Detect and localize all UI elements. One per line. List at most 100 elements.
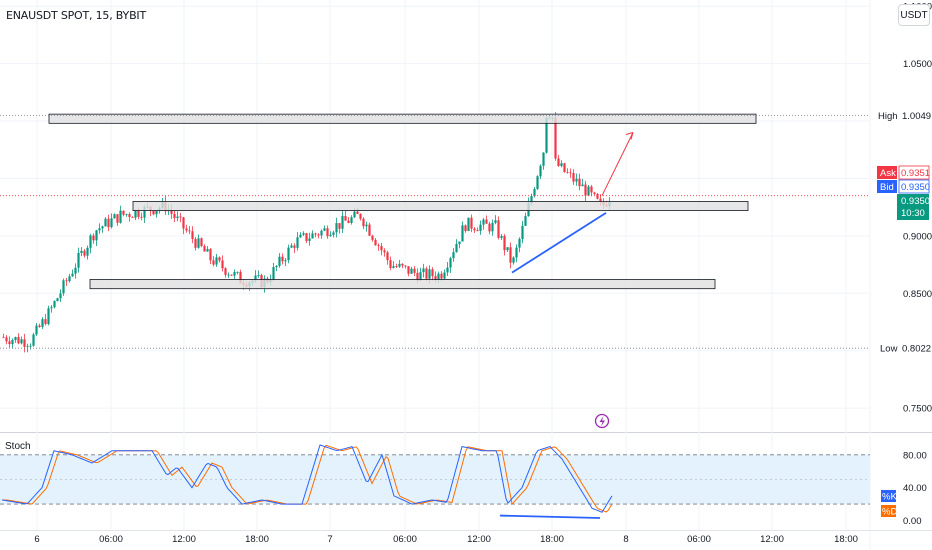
candle-body	[515, 247, 518, 258]
time-tick-label: 12:00	[760, 534, 784, 545]
candle-body	[389, 260, 392, 268]
candle-body	[470, 217, 473, 229]
candle-body	[404, 265, 407, 267]
bid-value: 0.9350	[901, 182, 930, 193]
candle-body	[425, 268, 428, 279]
sr-zone	[89, 279, 716, 290]
chart-title: ENAUSDT SPOT, 15, BYBIT	[6, 9, 146, 22]
candle-body	[83, 250, 86, 256]
candle-body	[185, 228, 188, 231]
candle-body	[182, 217, 185, 229]
candle-body	[278, 256, 281, 266]
candle-body	[434, 276, 437, 280]
ask-value-bg	[898, 165, 930, 180]
candle-body	[86, 247, 89, 256]
stoch-tick-label: 40.00	[903, 483, 927, 494]
d-tag-bg	[881, 505, 896, 517]
candle-body	[98, 228, 101, 231]
candle-body	[143, 207, 146, 218]
candle-body	[311, 233, 314, 239]
candle-body	[542, 152, 545, 166]
candle-body	[590, 186, 593, 193]
candle-body	[419, 272, 422, 281]
candle-body	[224, 268, 227, 275]
trendline	[511, 212, 607, 274]
candle-body	[512, 257, 515, 263]
candle-body	[116, 214, 119, 223]
candle-body	[440, 273, 443, 279]
time-tick-label: 12:00	[467, 534, 491, 545]
candle-body	[35, 325, 38, 335]
candle-body	[209, 249, 212, 261]
candle-body	[347, 220, 350, 223]
candle-body	[308, 238, 311, 241]
candle-body	[539, 165, 542, 177]
candle-body	[536, 176, 539, 190]
candle-body	[356, 211, 359, 214]
candle-body	[335, 223, 338, 233]
candle-body	[92, 235, 95, 241]
candle-body	[140, 216, 143, 218]
candle-body	[584, 184, 587, 196]
candle-body	[383, 250, 386, 253]
time-tick-label: 8	[623, 534, 628, 545]
candle-body	[593, 192, 596, 194]
candle-body	[581, 184, 584, 187]
projection-arrow	[601, 132, 634, 196]
candle-body	[89, 235, 92, 248]
candle-body	[563, 163, 566, 172]
candle-body	[503, 235, 506, 251]
candle-body	[323, 228, 326, 231]
ask-tag-bg	[877, 166, 897, 179]
candle-body	[152, 211, 155, 215]
candle-body	[221, 260, 224, 269]
candle-body	[137, 210, 140, 217]
candle-body	[230, 274, 233, 276]
candle-body	[62, 280, 65, 294]
candle-body	[215, 257, 218, 265]
k-label: %K	[882, 492, 897, 503]
candle-body	[518, 238, 521, 248]
candle-body	[578, 178, 581, 187]
candle-body	[455, 244, 458, 253]
candle-body	[374, 239, 377, 246]
candle-body	[44, 319, 47, 325]
candle-body	[119, 210, 122, 223]
price-tick-label: 1.0500	[903, 59, 932, 70]
stoch-label: Stoch	[5, 441, 31, 452]
candle-body	[443, 272, 446, 279]
candle-body	[533, 189, 536, 197]
candle-body	[197, 238, 200, 248]
candle-body	[101, 226, 104, 229]
candle-body	[11, 339, 14, 345]
candle-body	[95, 230, 98, 241]
candle-body	[437, 273, 440, 280]
low-label: Low	[880, 344, 898, 355]
ask-value: 0.9351	[901, 168, 930, 179]
last-price-tag-bg	[897, 194, 929, 220]
price-tick-label: 0.8500	[903, 289, 932, 300]
currency-button[interactable]: USDT	[898, 4, 930, 26]
candle-body	[302, 233, 305, 235]
candle-body	[332, 232, 335, 235]
candle-body	[206, 249, 209, 252]
candle-body	[131, 217, 134, 218]
candle-body	[317, 234, 320, 236]
candle-body	[122, 210, 125, 215]
candle-body	[179, 216, 182, 218]
candle-body	[545, 117, 548, 153]
candle-body	[416, 272, 419, 281]
candle-body	[194, 238, 197, 248]
candle-body	[464, 225, 467, 232]
candle-body	[290, 245, 293, 248]
candle-body	[596, 193, 599, 199]
candle-body	[68, 276, 71, 282]
candle-body	[2, 336, 5, 338]
candle-body	[293, 245, 296, 248]
candle-body	[56, 298, 59, 302]
candle-body	[212, 260, 215, 265]
candle-body	[491, 222, 494, 232]
lightning-bolt-glyph	[599, 416, 605, 427]
candle-body	[509, 247, 512, 263]
